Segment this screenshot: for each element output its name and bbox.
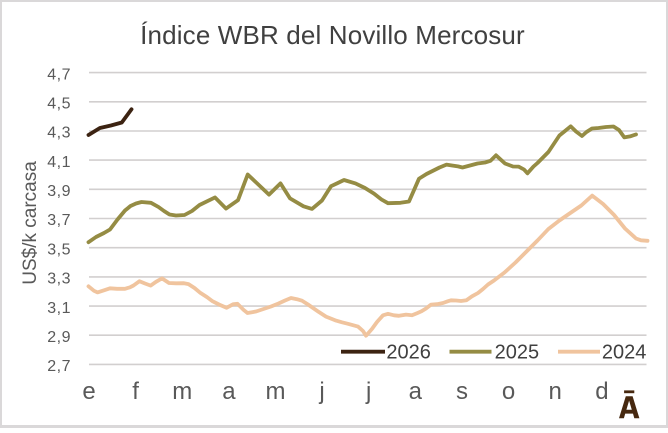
svg-text:3,5: 3,5 <box>47 241 71 258</box>
svg-text:d: d <box>595 378 608 405</box>
svg-text:j: j <box>318 378 324 405</box>
svg-text:m: m <box>172 378 192 405</box>
svg-text:3,1: 3,1 <box>47 300 71 317</box>
svg-text:4,1: 4,1 <box>47 154 71 171</box>
svg-text:2026: 2026 <box>386 341 431 363</box>
svg-text:Índice WBR del Novillo Mercosu: Índice WBR del Novillo Mercosur <box>140 20 525 50</box>
svg-text:3,9: 3,9 <box>47 183 71 200</box>
svg-text:4,5: 4,5 <box>47 96 71 113</box>
svg-text:n: n <box>549 378 562 405</box>
svg-text:s: s <box>456 378 468 405</box>
svg-text:f: f <box>132 378 139 405</box>
svg-text:2,9: 2,9 <box>47 329 71 346</box>
svg-text:e: e <box>82 378 95 405</box>
svg-text:2025: 2025 <box>495 341 539 363</box>
svg-text:2024: 2024 <box>602 341 647 363</box>
svg-text:4,7: 4,7 <box>47 66 71 83</box>
svg-text:4,3: 4,3 <box>47 125 71 142</box>
svg-text:a: a <box>222 378 236 405</box>
svg-text:3,7: 3,7 <box>47 212 71 229</box>
svg-text:US$/k carcasa: US$/k carcasa <box>20 161 41 285</box>
svg-text:j: j <box>365 378 371 405</box>
svg-text:a: a <box>409 378 423 405</box>
svg-text:m: m <box>266 378 286 405</box>
svg-text:o: o <box>502 378 515 405</box>
svg-text:2,7: 2,7 <box>47 358 71 375</box>
svg-text:3,3: 3,3 <box>47 271 71 288</box>
